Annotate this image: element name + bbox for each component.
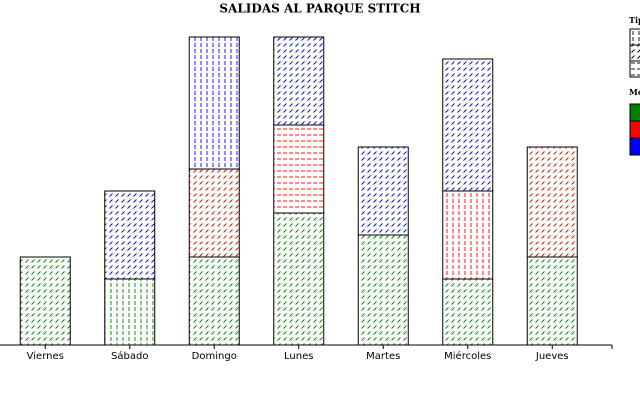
legend-swatch <box>629 120 640 139</box>
bar-segment <box>19 256 71 346</box>
x-tick-label: Sábado <box>111 350 148 362</box>
legend-title: Mo <box>629 87 640 97</box>
x-tick-label: Viernes <box>27 351 64 362</box>
bar-segment <box>188 36 240 170</box>
bar-segment <box>526 256 578 346</box>
bar-segment <box>357 146 409 236</box>
x-tick-label: Miércoles <box>444 350 491 362</box>
bar-segment <box>357 234 409 346</box>
bar-segment <box>442 278 494 346</box>
legend-title: Tip <box>629 15 640 25</box>
x-tick-label: Lunes <box>284 351 313 362</box>
bar-segment <box>442 58 494 192</box>
legend-swatch <box>629 28 640 46</box>
x-tick-label: Martes <box>366 351 400 362</box>
bar-segment <box>273 36 325 126</box>
chart-title: SALIDAS AL PARQUE STITCH <box>219 2 420 16</box>
bar-segment <box>104 190 156 280</box>
bar-segment <box>104 278 156 346</box>
x-tick-label: Domingo <box>192 351 237 362</box>
bar-segment <box>526 146 578 258</box>
bar-segment <box>273 212 325 346</box>
legend-swatch <box>629 103 640 122</box>
x-tick-label: Jueves <box>535 351 569 362</box>
legend-swatch <box>629 44 640 62</box>
legend-swatch <box>629 137 640 156</box>
legend-swatch <box>629 60 640 78</box>
bar-segment <box>273 124 325 214</box>
bar-segment <box>188 256 240 346</box>
bar-segment <box>442 190 494 280</box>
bar-segment <box>188 168 240 258</box>
